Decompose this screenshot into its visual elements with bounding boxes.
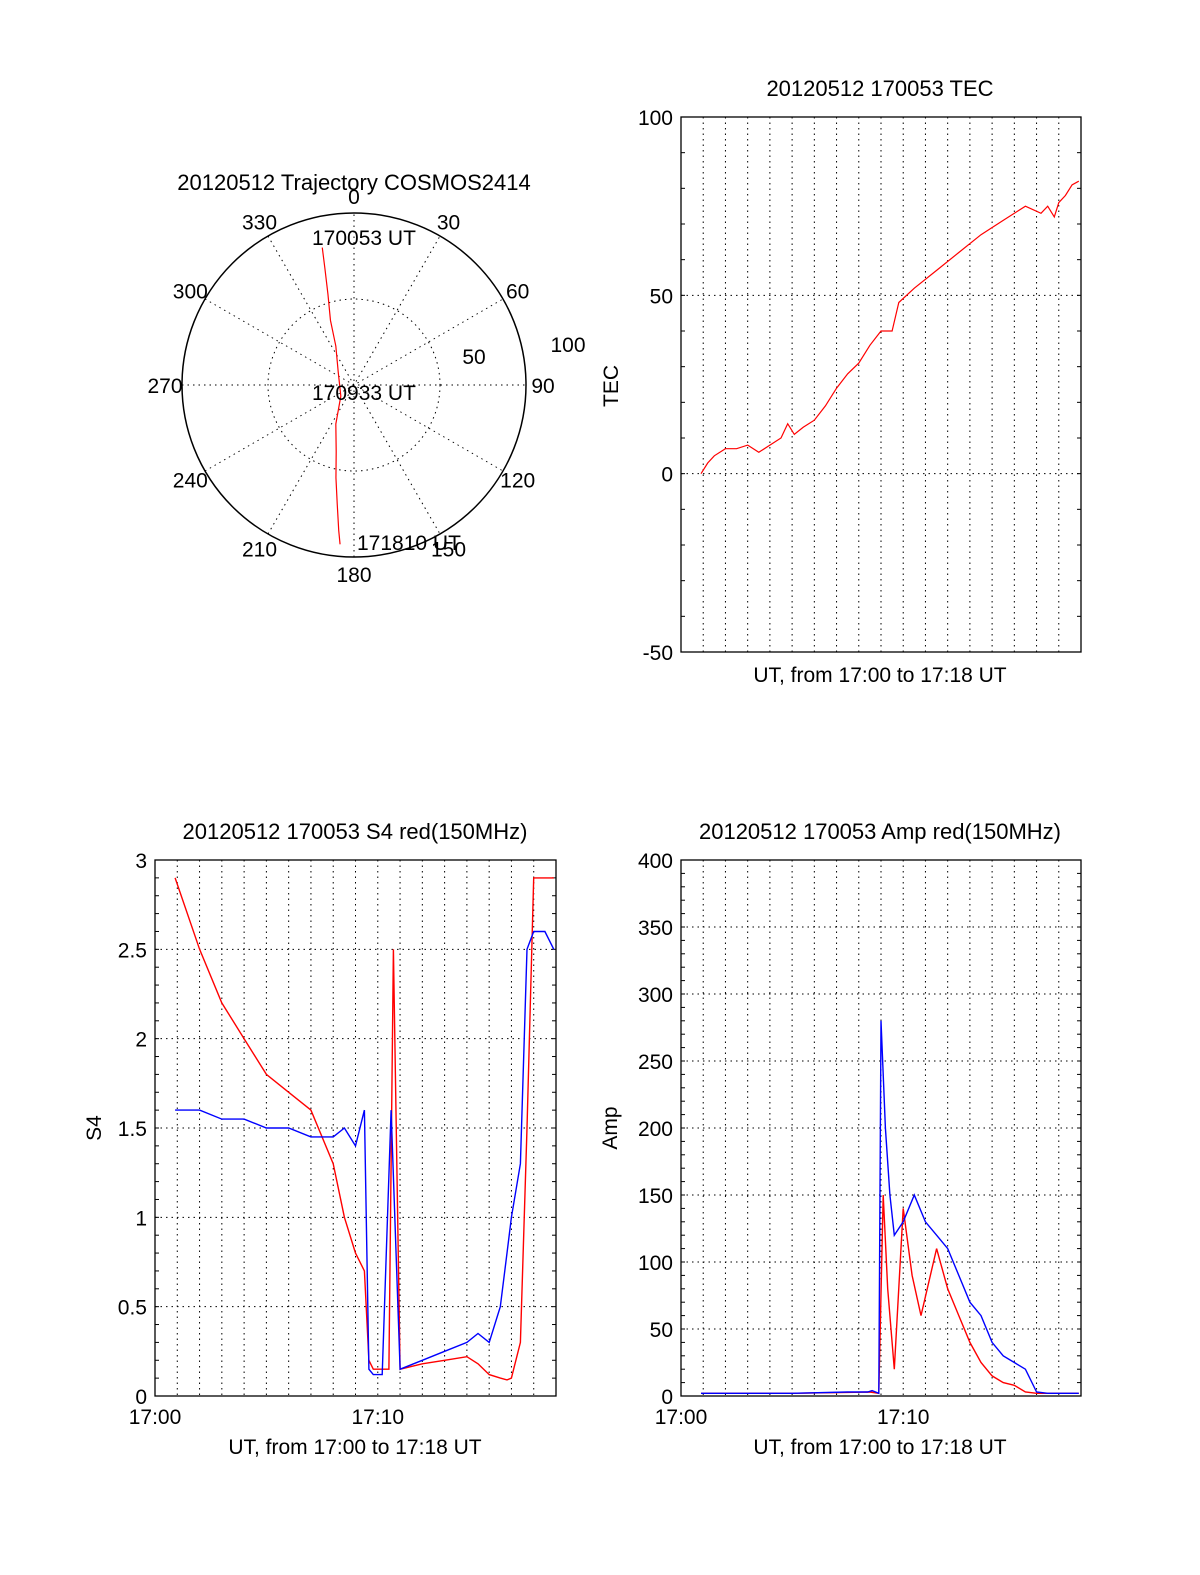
tec-title: 20120512 170053 TEC — [766, 76, 993, 101]
tec-xlabel: UT, from 17:00 to 17:18 UT — [753, 664, 1006, 687]
y-tick-label: 3 — [135, 850, 147, 873]
polar-azimuth-label: 90 — [531, 375, 554, 398]
y-tick-label: 0 — [135, 1386, 147, 1409]
series-line-red — [701, 1194, 1079, 1395]
polar-trajectory-panel: 20120512 Trajectory COSMOS2414 0 30 60 90 12… — [147, 170, 585, 587]
polar-azimuth-label: 300 — [173, 281, 208, 304]
amp-xlabel: UT, from 17:00 to 17:18 UT — [753, 1436, 1006, 1459]
y-tick-label: 200 — [638, 1118, 673, 1141]
s4-xlabel: UT, from 17:00 to 17:18 UT — [228, 1436, 481, 1459]
polar-radius-label: 50 — [462, 346, 485, 369]
x-tick-label: 17:10 — [351, 1406, 404, 1429]
series-line-blue — [701, 1020, 1079, 1395]
polar-azimuth-label: 330 — [242, 211, 277, 234]
x-tick-label: 17:00 — [655, 1406, 708, 1429]
y-tick-label: 250 — [638, 1051, 673, 1074]
s4-ylabel: S4 — [83, 1115, 106, 1141]
polar-azimuth-labels: 0 30 60 90 120 150 180 210 240 270 300 330 — [147, 186, 554, 587]
polar-radius-label: 100 — [550, 334, 585, 357]
s4-title: 20120512 170053 S4 red(150MHz) — [183, 819, 528, 844]
polar-trajectory-series — [321, 247, 342, 545]
x-tick-label: 17:10 — [877, 1406, 930, 1429]
tec-panel: 20120512 170053 TEC UT, from 17:00 to 17… — [600, 76, 1082, 687]
polar-trajectory-line — [321, 247, 342, 545]
plot-frame — [154, 859, 557, 1397]
s4-panel: 20120512 170053 S4 red(150MHz) UT, from … — [83, 819, 557, 1459]
series-line-blue — [175, 930, 555, 1376]
amp-panel: 20120512 170053 Amp red(150MHz) UT, from… — [599, 819, 1082, 1459]
polar-azimuth-label: 180 — [336, 564, 371, 587]
polar-grid — [181, 212, 527, 558]
y-tick-label: 50 — [650, 285, 673, 308]
y-tick-label: 150 — [638, 1185, 673, 1208]
tec-plot-area: 100 50 0 -50 — [638, 107, 1082, 665]
polar-azimuth-label: 210 — [242, 539, 277, 562]
plot-frame — [680, 859, 1082, 1397]
y-tick-label: 0 — [661, 464, 673, 487]
amp-plot-area: 0 50 100 150 200 250 300 350 400 17:00 17:10 — [638, 850, 1082, 1429]
polar-azimuth-label: 240 — [173, 470, 208, 493]
y-tick-label: 100 — [638, 1252, 673, 1275]
series-line-red — [174, 877, 554, 1381]
polar-azimuth-label: 270 — [147, 375, 182, 398]
plot-frame — [680, 116, 1082, 653]
series-line-red — [700, 180, 1080, 475]
y-tick-label: 2.5 — [118, 939, 147, 962]
y-tick-label: 50 — [650, 1319, 673, 1342]
y-tick-label: 1.5 — [118, 1118, 147, 1141]
amp-ylabel: Amp — [599, 1106, 622, 1149]
y-tick-label: 2 — [135, 1029, 147, 1052]
y-tick-label: 100 — [638, 107, 673, 130]
polar-annotation-start: 170053 UT — [312, 227, 416, 250]
polar-inner-ring — [267, 298, 441, 472]
y-tick-label: 400 — [638, 850, 673, 873]
y-tick-label: 0.5 — [118, 1297, 147, 1320]
tec-ylabel: TEC — [600, 365, 623, 407]
y-tick-label: -50 — [643, 642, 673, 665]
polar-azimuth-label: 150 — [431, 539, 466, 562]
polar-annotation-end: 171810 UT — [357, 532, 461, 555]
y-tick-label: 300 — [638, 984, 673, 1007]
s4-plot-area: 0 0.5 1 1.5 2 2.5 3 17:00 17:10 — [118, 850, 557, 1429]
x-tick-label: 17:00 — [129, 1406, 182, 1429]
polar-radius-labels: 50 100 — [462, 334, 585, 369]
polar-title: 20120512 Trajectory COSMOS2414 — [177, 170, 530, 195]
polar-azimuth-label: 0 — [348, 186, 360, 209]
polar-spoke — [267, 235, 441, 535]
y-tick-label: 350 — [638, 917, 673, 940]
y-tick-label: 0 — [661, 1386, 673, 1409]
polar-azimuth-label: 60 — [506, 281, 529, 304]
y-tick-label: 1 — [135, 1207, 147, 1230]
polar-annotation-mid: 170933 UT — [312, 382, 416, 405]
polar-azimuth-label: 30 — [437, 211, 460, 234]
amp-title: 20120512 170053 Amp red(150MHz) — [699, 819, 1061, 844]
polar-azimuth-label: 120 — [500, 470, 535, 493]
